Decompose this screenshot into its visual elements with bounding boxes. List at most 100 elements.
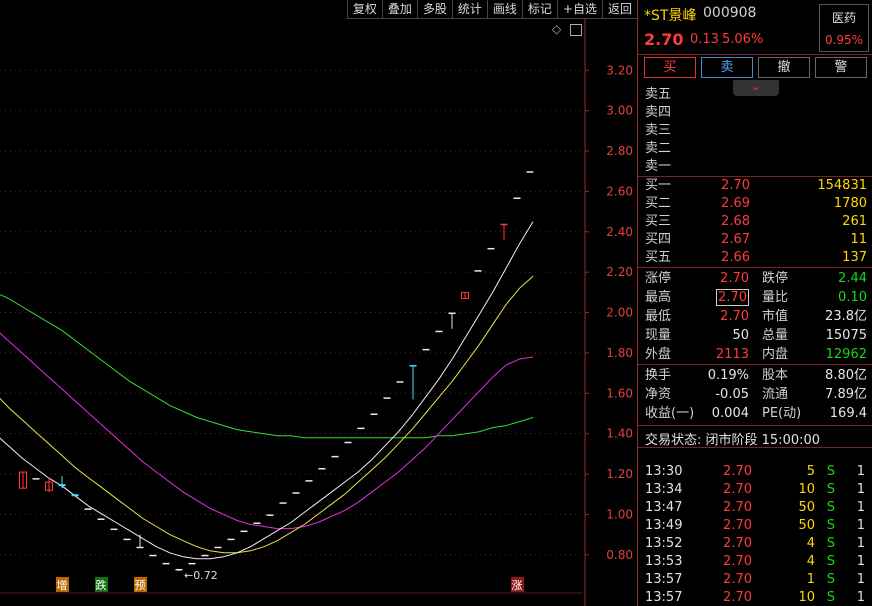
ask-row[interactable]: 卖一	[638, 158, 872, 176]
y-tick-label: 2.00	[606, 306, 633, 320]
diamond-icon[interactable]: ◇	[552, 22, 562, 36]
fundamental-value: -0.05	[715, 387, 749, 402]
tick-side: S	[826, 536, 835, 551]
kline-chart-area[interactable]: 3.20 3.00 2.80 2.60 2.40 2.20 2.00 1.80 1.60 1.40…	[0, 0, 637, 606]
toolbar-mark-button[interactable]: 标记	[521, 0, 557, 19]
tick-count: 1	[856, 518, 865, 533]
sector-box[interactable]: 医药 0.95%	[819, 4, 869, 52]
stock-name: *ST景峰	[644, 8, 697, 24]
ask-label: 卖一	[645, 159, 672, 174]
tick-time: 13:53	[645, 554, 683, 569]
quote-value: 2.70	[716, 288, 749, 307]
quote-row: 涨停 2.70 跌停 2.44	[638, 269, 872, 288]
y-tick-label: 1.00	[606, 507, 633, 521]
divider	[638, 267, 872, 268]
candle-body	[188, 562, 196, 565]
candle-body	[318, 468, 326, 470]
quote-value: 15075	[825, 328, 867, 343]
quote-label: 涨停	[645, 271, 672, 286]
bid-row[interactable]: 买二 2.69 1780	[638, 195, 872, 213]
bid-price: 2.68	[721, 214, 750, 229]
quote-label: 最低	[645, 309, 672, 324]
candle-body	[331, 455, 339, 458]
tick-row: 13:57 2.70 1 S 1	[638, 571, 872, 589]
signal-marker: 预	[135, 579, 146, 592]
tick-side: S	[826, 482, 835, 497]
tick-time: 13:57	[645, 572, 683, 587]
tick-volume: 50	[798, 500, 815, 515]
bid-volume: 1780	[833, 196, 867, 211]
candle-body	[45, 481, 53, 491]
candle-body	[474, 270, 482, 272]
price-alert-button[interactable]: 警	[815, 57, 867, 78]
tick-time: 13:34	[645, 482, 683, 497]
toolbar-overlay-button[interactable]: 叠加	[381, 0, 417, 19]
quote-value-text: 2113	[715, 347, 749, 362]
fundamental-label: PE(动)	[762, 406, 802, 421]
bid-price: 2.66	[721, 250, 750, 265]
ma-line-green	[0, 294, 534, 439]
tick-price: 2.70	[723, 536, 752, 551]
chart-toolbar: 复权 叠加 多股 统计 画线 标记 +自选 返回	[346, 0, 637, 19]
panel-toggle-icon[interactable]	[570, 24, 582, 36]
bid-price: 2.67	[721, 232, 750, 247]
tick-price: 2.70	[723, 464, 752, 479]
candle-body	[513, 197, 521, 199]
candle-body	[344, 441, 352, 444]
tick-count: 1	[856, 554, 865, 569]
candle-body	[305, 480, 313, 482]
quote-value-text: 2.70	[720, 271, 749, 286]
quote-label: 跌停	[762, 271, 789, 286]
bid-row[interactable]: 买五 2.66 137	[638, 249, 872, 267]
candle-body	[32, 478, 40, 480]
candle-body	[201, 554, 209, 557]
signal-marker: 涨	[512, 579, 523, 592]
y-tick-label: 3.00	[606, 104, 633, 118]
ask-row[interactable]: 卖三	[638, 122, 872, 140]
divider	[638, 54, 872, 55]
candle-body	[123, 538, 131, 541]
ask-row[interactable]: 卖二	[638, 140, 872, 158]
ask-row[interactable]: 卖四	[638, 104, 872, 122]
expand-order-book-button[interactable]: ⌄	[733, 80, 779, 96]
toolbar-add-watchlist-button[interactable]: +自选	[556, 0, 602, 19]
toolbar-statistics-button[interactable]: 统计	[451, 0, 487, 19]
fundamental-row: 收益(一) 0.004 PE(动) 169.4	[638, 404, 872, 423]
toolbar-draw-line-button[interactable]: 画线	[486, 0, 522, 19]
trade-button-row: 买 卖 撤 警	[644, 57, 867, 78]
tick-volume: 50	[798, 518, 815, 533]
sell-button[interactable]: 卖	[701, 57, 753, 78]
y-tick-label: 0.80	[606, 548, 633, 562]
quote-label: 外盘	[645, 347, 672, 362]
y-tick-label: 1.40	[606, 427, 633, 441]
toolbar-multi-stock-button[interactable]: 多股	[416, 0, 452, 19]
kline-chart[interactable]: 3.20 3.00 2.80 2.60 2.40 2.20 2.00 1.80 1.60 1.40…	[0, 0, 637, 606]
tick-side: S	[826, 500, 835, 515]
buy-button[interactable]: 买	[644, 57, 696, 78]
sector-change-pct: 0.95%	[824, 33, 864, 47]
tick-price: 2.70	[723, 500, 752, 515]
quote-value: 2.44	[838, 271, 867, 286]
tick-row: 13:47 2.70 50 S 1	[638, 499, 872, 517]
bid-volume: 261	[842, 214, 867, 229]
y-tick-label: 2.80	[606, 144, 633, 158]
bid-row[interactable]: 买一 2.70 154831	[638, 177, 872, 195]
ask-row[interactable]: 卖五	[638, 86, 872, 104]
bid-row[interactable]: 买四 2.67 11	[638, 231, 872, 249]
toolbar-back-button[interactable]: 返回	[601, 0, 637, 19]
tick-row: 13:30 2.70 5 S 1	[638, 463, 872, 481]
bid-row[interactable]: 买三 2.68 261	[638, 213, 872, 231]
toolbar-restore-rights-button[interactable]: 复权	[346, 0, 382, 19]
candle-body	[110, 528, 118, 531]
candle-body	[162, 562, 170, 565]
quote-value: 12962	[825, 347, 867, 362]
divider	[638, 425, 872, 426]
cancel-order-button[interactable]: 撤	[758, 57, 810, 78]
tick-price: 2.70	[723, 518, 752, 533]
quote-value-text: 50	[732, 328, 749, 343]
y-tick-label: 2.20	[606, 265, 633, 279]
fundamental-label: 净资	[645, 387, 672, 402]
candle-body	[149, 554, 157, 557]
quote-value: 0.10	[838, 290, 867, 305]
stock-header: *ST景峰 000908 2.70 0.13 5.06% 医药 0.95%	[638, 0, 872, 54]
